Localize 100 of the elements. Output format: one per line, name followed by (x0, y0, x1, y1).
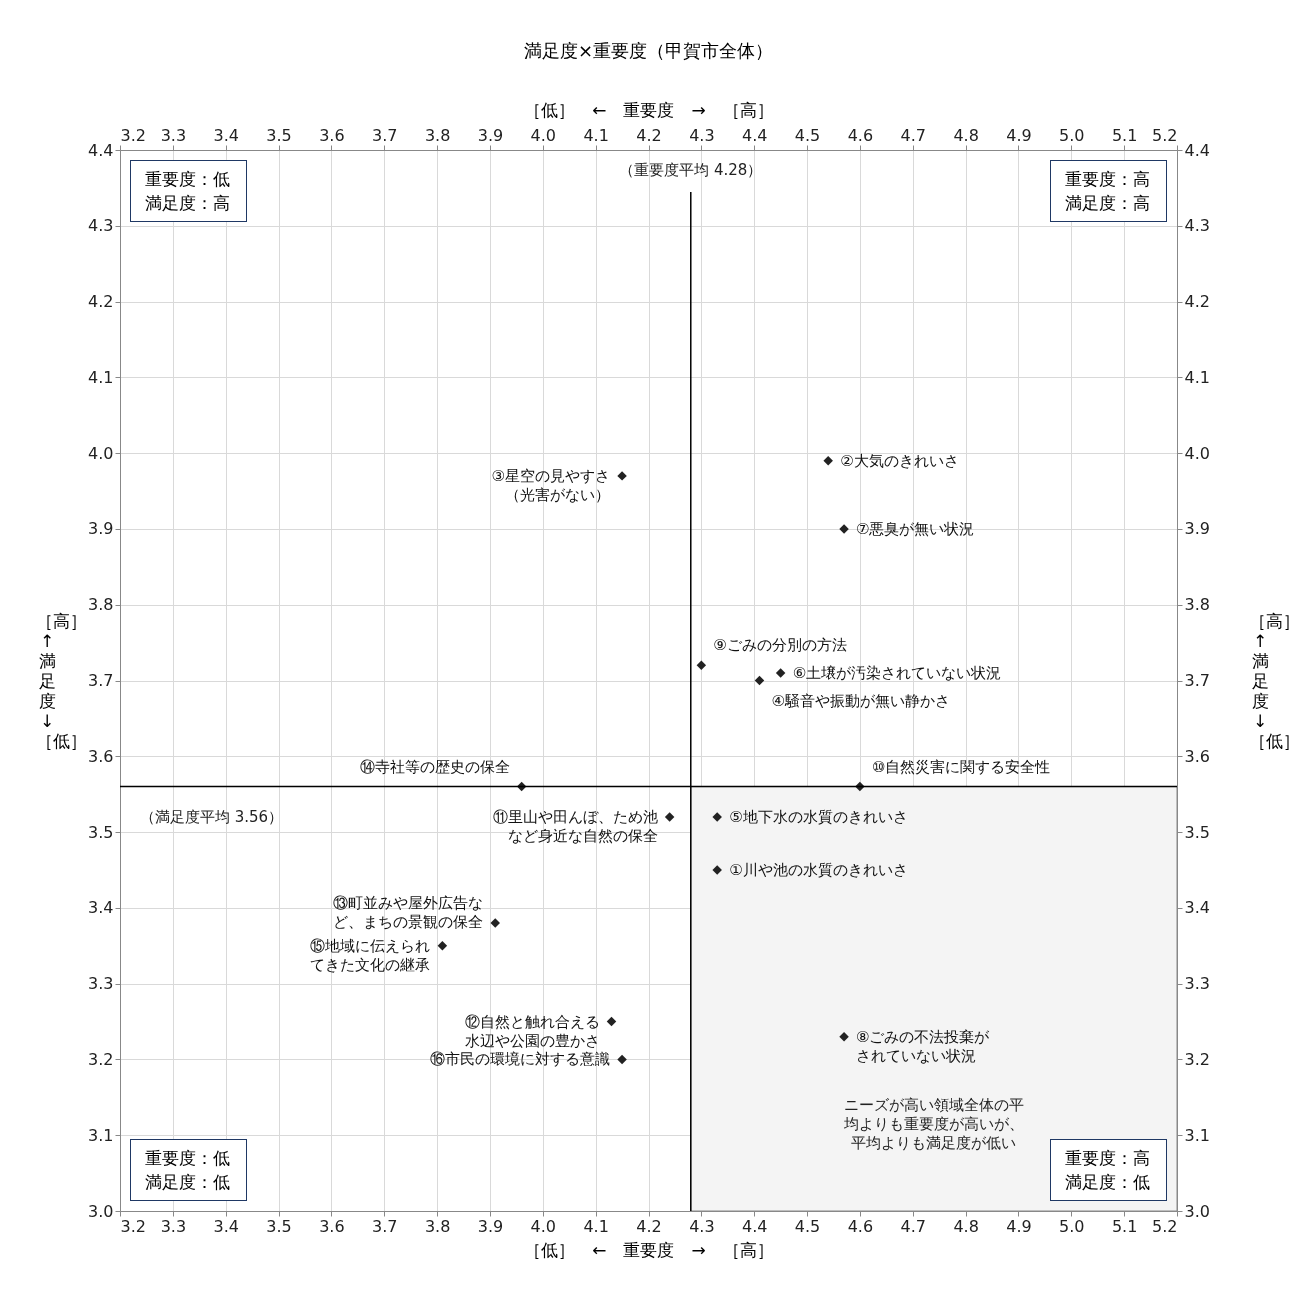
point (437, 941, 448, 951)
data-label: ⑥土壌が汚染されていない状況 (792, 663, 1002, 682)
x-tick-label: 4.1 (583, 1216, 609, 1236)
x-tick-label: 3.2 (120, 1216, 146, 1236)
y2-tick-label: 4.3 (1184, 216, 1210, 236)
x-tick-label: 4.8 (953, 1216, 979, 1236)
y2-tick-label: 3.5 (1184, 822, 1210, 842)
point (712, 812, 722, 822)
x2-tick-label: 3.5 (266, 125, 292, 145)
x2-tick-label: 4.6 (847, 125, 874, 145)
x2-tick-label: 3.2 (120, 125, 146, 145)
y2-tick-label: 4.4 (1184, 140, 1210, 160)
data-label: ⑦悪臭が無い状況 (856, 519, 975, 538)
data-label: ⑫自然と触れ合える水辺や公園の豊かさ (464, 1012, 600, 1050)
x-tick-label: 3.9 (477, 1216, 504, 1236)
y-tick-label: 3.4 (88, 898, 114, 918)
y2-tick-label: 3.3 (1184, 974, 1210, 994)
x2-tick-label: 4.9 (1006, 125, 1032, 145)
point (664, 812, 675, 822)
x2-tick-label: 5.0 (1059, 125, 1085, 145)
x2-axis-title: ［低］ ← 重要度 → ［高］ (524, 99, 774, 120)
data-label: ⑭寺社等の歴史の保全 (359, 757, 510, 776)
x-tick-label: 5.1 (1111, 1216, 1138, 1236)
y-tick-label: 3.6 (88, 746, 114, 766)
data-label: ⑮地域に伝えられてきた文化の継承 (310, 936, 431, 974)
y2-tick-label: 3.8 (1184, 595, 1210, 615)
data-label: ⑧ごみの不法投棄がされていない状況 (856, 1027, 991, 1065)
x-tick-label: 4.4 (741, 1216, 768, 1236)
y2-tick-label: 3.4 (1184, 898, 1210, 918)
y-tick-label: 4.3 (88, 216, 114, 236)
y-tick-label: 4.2 (88, 292, 114, 312)
point (606, 1016, 617, 1027)
y2-tick-label: 3.6 (1184, 746, 1210, 766)
point (617, 1054, 627, 1065)
data-label: ⑤地下水の水質のきれいさ (729, 807, 908, 826)
y-tick-label: 3.2 (88, 1049, 114, 1069)
y2-tick-label: 3.9 (1184, 519, 1210, 539)
y2-tick-label: 4.0 (1184, 443, 1210, 463)
y-axis-title: ［高］ ↑ 満足度 ↓ ［低］ (36, 610, 87, 751)
x2-tick-label: 4.2 (636, 125, 662, 145)
x-tick-label: 5.2 (1152, 1216, 1178, 1236)
x-tick-label: 4.2 (636, 1216, 662, 1236)
x-tick-label: 3.5 (266, 1216, 292, 1236)
x-tick-label: 4.6 (847, 1216, 874, 1236)
x2-tick-label: 4.5 (794, 125, 821, 145)
y2-tick-label: 3.1 (1184, 1125, 1210, 1145)
data-label: ⑩自然災害に関する安全性 (871, 757, 1051, 776)
point (696, 660, 707, 671)
x-tick-label: 3.6 (319, 1216, 345, 1236)
ref-line-label: （重要度平均 4.28） (619, 161, 763, 179)
point (839, 1031, 849, 1042)
y-tick-label: 3.0 (88, 1201, 114, 1221)
x2-tick-label: 3.9 (477, 125, 504, 145)
x2-tick-label: 4.4 (741, 125, 768, 145)
y-tick-label: 3.1 (88, 1125, 114, 1145)
y-tick-label: 3.7 (88, 671, 114, 690)
y2-tick-label: 4.2 (1184, 292, 1210, 312)
y-tick-label: 4.1 (88, 367, 114, 387)
y-tick-label: 3.9 (88, 519, 114, 539)
data-label: ⑨ごみの分別の方法 (713, 636, 847, 655)
data-label: ①川や池の水質のきれいさ (729, 860, 908, 879)
x2-tick-label: 3.3 (160, 125, 187, 145)
point (823, 455, 833, 466)
y-tick-label: 3.8 (88, 595, 114, 615)
data-label: ②大気のきれいさ (840, 451, 959, 470)
data-label: ⑪里山や田んぼ、ため池など身近な自然の保全 (492, 807, 658, 845)
data-label: ④騒音や振動が無い静かさ (771, 691, 950, 710)
data-label: ⑬町並みや屋外広告など、まちの景観の保全 (333, 894, 484, 932)
y-tick-label: 3.3 (88, 974, 114, 994)
y2-tick-label: 3.2 (1184, 1049, 1210, 1069)
point (754, 675, 765, 686)
data-label: ③星空の見やすさ（光害がない） (491, 466, 611, 504)
point (775, 668, 786, 678)
x2-tick-label: 4.0 (530, 125, 557, 145)
x2-tick-label: 3.8 (424, 125, 451, 145)
corner-box: 重要度：低満足度：高 (130, 160, 247, 222)
x2-tick-label: 5.1 (1111, 125, 1138, 145)
corner-box: 重要度：低満足度：低 (130, 1139, 247, 1201)
x-tick-label: 5.0 (1059, 1216, 1085, 1236)
x-axis-title: ［低］ ← 重要度 → ［高］ (524, 1239, 774, 1260)
y2-tick-label: 4.1 (1184, 367, 1210, 387)
x2-tick-label: 3.7 (372, 125, 398, 145)
corner-box: 重要度：高満足度：低 (1050, 1139, 1167, 1201)
y-tick-label: 4.4 (88, 140, 114, 160)
x-tick-label: 3.3 (160, 1216, 187, 1236)
x-tick-label: 4.0 (530, 1216, 557, 1236)
x-tick-label: 4.3 (689, 1216, 715, 1236)
ref-line-label: （満足度平均 3.56） (140, 807, 284, 826)
x-tick-label: 3.4 (213, 1216, 239, 1236)
data-label: ⑯市民の環境に対する意識 (430, 1050, 611, 1069)
x2-tick-label: 5.2 (1152, 125, 1178, 145)
x-tick-label: 3.7 (372, 1216, 398, 1236)
y2-axis-title: ［高］ ↑ 満足度 ↓ ［低］ (1249, 610, 1294, 751)
x-tick-label: 3.8 (424, 1216, 451, 1236)
corner-box: 重要度：高満足度：高 (1050, 160, 1167, 222)
x2-tick-label: 4.1 (583, 125, 609, 145)
y-tick-label: 3.5 (88, 822, 114, 842)
x-tick-label: 4.5 (794, 1216, 821, 1236)
band-label: ニーズが高い領域全体の平均よりも重要度が高いが、平均よりも満足度が低い (842, 1095, 1024, 1152)
y2-tick-label: 3.0 (1184, 1201, 1210, 1221)
